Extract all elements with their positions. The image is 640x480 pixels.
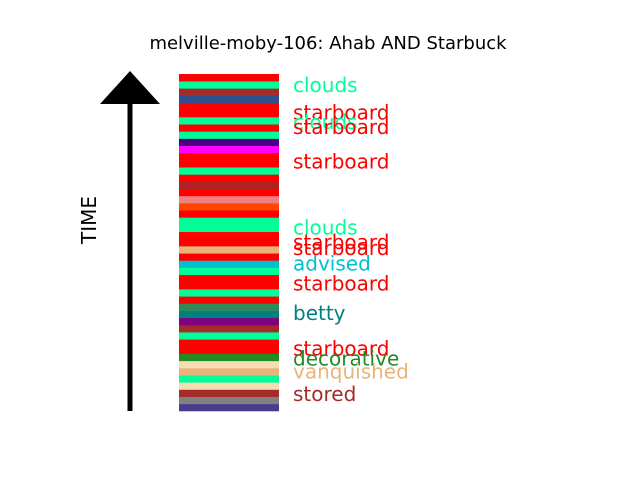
timeline-band <box>179 203 279 211</box>
timeline-band <box>179 389 279 397</box>
timeline-band <box>179 167 279 175</box>
term-label: starboard <box>293 101 390 125</box>
term-label: starboard <box>293 149 390 173</box>
timeline-band <box>179 317 279 326</box>
timeline-band <box>179 253 279 261</box>
term-label: starboard <box>293 230 390 254</box>
timeline-band <box>179 145 279 154</box>
timeline-band <box>179 367 279 376</box>
term-labels: cloudsstarboardcloudsstarboardstarboardc… <box>293 73 409 406</box>
term-label: clouds <box>293 215 358 239</box>
time-arrow-head <box>100 71 160 104</box>
timeline-band <box>179 238 279 247</box>
term-label: starboard <box>293 115 390 139</box>
term-label: stored <box>293 382 356 406</box>
timeline-band <box>179 332 279 340</box>
term-label: vanquished <box>293 360 409 384</box>
timeline-band <box>179 210 279 218</box>
timeline-band <box>179 181 279 190</box>
timeline-band <box>179 88 279 96</box>
timeline-band <box>179 74 279 82</box>
timeline-band <box>179 360 279 369</box>
y-axis-label: TIME <box>77 196 101 245</box>
timeline-band <box>179 217 279 225</box>
timeline-band <box>179 138 279 146</box>
timeline-band <box>179 195 279 204</box>
timeline-band <box>179 246 279 254</box>
timeline-band <box>179 296 279 304</box>
term-label: clouds <box>293 110 358 134</box>
timeline-band <box>179 303 279 311</box>
timeline-band <box>179 274 279 283</box>
term-label: starboard <box>293 271 390 295</box>
timeline-band <box>179 289 279 297</box>
timeline-band <box>179 353 279 362</box>
timeline-bands <box>179 74 279 412</box>
timeline-band <box>179 231 279 240</box>
time-axis: TIME <box>77 71 160 411</box>
timeline-band <box>179 117 279 125</box>
term-label: starboard <box>293 236 390 260</box>
timeline-band <box>179 188 279 197</box>
term-label: decorative <box>293 347 399 371</box>
term-label: starboard <box>293 337 390 361</box>
term-label: advised <box>293 251 371 275</box>
timeline-band <box>179 131 279 139</box>
timeline-band <box>179 174 279 182</box>
timeline-band <box>179 260 279 268</box>
term-label: betty <box>293 301 346 325</box>
timeline-band <box>179 102 279 111</box>
timeline-band <box>179 109 279 118</box>
timeline-band <box>179 152 279 161</box>
timeline-band <box>179 224 279 233</box>
timeline-band <box>179 375 279 383</box>
chart-title: melville-moby-106: Ahab AND Starbuck <box>149 33 507 54</box>
timeline-band <box>179 160 279 168</box>
timeline-band <box>179 310 279 319</box>
timeline-band <box>179 382 279 390</box>
term-label: clouds <box>293 73 358 97</box>
timeline-band <box>179 324 279 333</box>
timeline-band <box>179 346 279 354</box>
timeline-band <box>179 95 279 103</box>
timeline-band <box>179 124 279 132</box>
timeline-band <box>179 339 279 347</box>
timeline-band <box>179 403 279 412</box>
timeline-band <box>179 396 279 405</box>
timeline-band <box>179 267 279 276</box>
timeline-band <box>179 281 279 290</box>
timeline-band <box>179 81 279 89</box>
